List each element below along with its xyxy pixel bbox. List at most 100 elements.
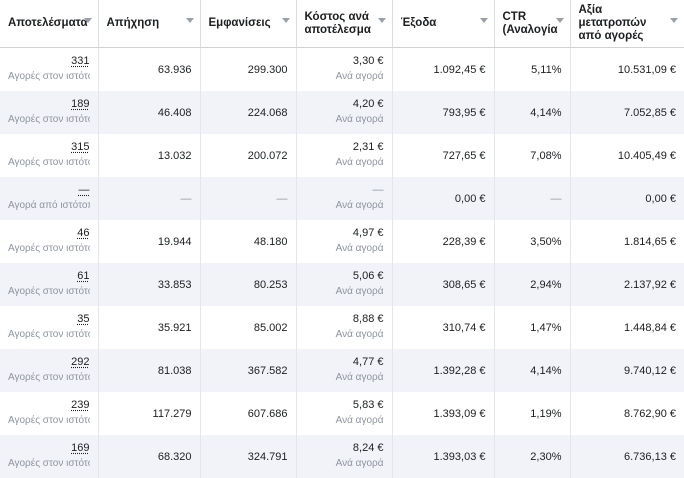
cell-impressions: 85.002 (200, 306, 296, 349)
column-header-results[interactable]: Αποτελέσματα (0, 0, 98, 48)
column-header-impressions[interactable]: Εμφανίσεις (200, 0, 296, 48)
cost-per-result-subtitle: Ανά αγορά (305, 415, 384, 426)
cell-spend: 228,39 € (392, 220, 494, 263)
results-value[interactable]: 315 (8, 141, 90, 153)
cell-purchase-value: 10.531,09 € (570, 48, 684, 92)
column-header-label: CTR (Αναλογία κλικ/... (503, 11, 562, 37)
sort-caret-icon[interactable] (84, 18, 92, 23)
cell-impressions: 607.686 (200, 392, 296, 435)
cell-ctr: 2,30% (494, 435, 570, 478)
results-subtitle: Αγορές στον ιστότοπο (8, 372, 90, 383)
results-value[interactable]: 169 (8, 442, 90, 454)
sort-caret-icon[interactable] (670, 18, 678, 23)
column-header-cost-per-result[interactable]: Κόστος ανά αποτέλεσμα (296, 0, 392, 48)
results-subtitle: Αγορές στον ιστότοπο (8, 415, 90, 426)
cell-purchase-value: 9.740,12 € (570, 349, 684, 392)
cost-per-result-subtitle: Ανά αγορά (305, 114, 384, 125)
cell-results: 35 Αγορές στον ιστότοπο (0, 306, 98, 349)
cell-ctr: — (494, 177, 570, 220)
cell-reach: 13.032 (98, 134, 200, 177)
results-value[interactable]: — (8, 184, 90, 196)
cell-purchase-value: 1.814,65 € (570, 220, 684, 263)
results-value[interactable]: 239 (8, 399, 90, 411)
results-value[interactable]: 35 (8, 313, 90, 325)
sort-caret-icon[interactable] (556, 18, 564, 23)
sort-caret-icon[interactable] (282, 18, 290, 23)
cell-spend: 793,95 € (392, 91, 494, 134)
sort-caret-icon[interactable] (480, 18, 488, 23)
cell-reach: 68.320 (98, 435, 200, 478)
cell-results: —Αγορά από ιστότοπο (0, 177, 98, 220)
results-subtitle: Αγορές στον ιστότοπο (8, 243, 90, 254)
cell-cost-per-result: 4,20 € Ανά αγορά (296, 91, 392, 134)
cell-reach: 117.279 (98, 392, 200, 435)
cell-results: 46 Αγορές στον ιστότοπο (0, 220, 98, 263)
cell-reach: 46.408 (98, 91, 200, 134)
results-subtitle: Αγορές στον ιστότοπο (8, 286, 90, 297)
cell-ctr: 4,14% (494, 91, 570, 134)
cell-purchase-value: 2.137,92 € (570, 263, 684, 306)
cell-ctr: 1,47% (494, 306, 570, 349)
cell-cost-per-result: 4,97 € Ανά αγορά (296, 220, 392, 263)
column-header-purchase-value[interactable]: Αξία μετατροπών από αγορές (570, 0, 684, 48)
cost-per-result-value: 4,20 € (305, 98, 384, 110)
cost-per-result-value: 4,97 € (305, 227, 384, 239)
cost-per-result-value: — (305, 184, 384, 196)
results-value[interactable]: 331 (8, 55, 90, 67)
column-header-reach[interactable]: Απήχηση (98, 0, 200, 48)
cost-per-result-subtitle: Ανά αγορά (305, 243, 384, 254)
results-subtitle: Αγορές στον ιστότοπο (8, 329, 90, 340)
column-header-spend[interactable]: Έξοδα (392, 0, 494, 48)
cost-per-result-subtitle: Ανά αγορά (305, 200, 384, 211)
sort-caret-icon[interactable] (378, 18, 386, 23)
cell-reach: 33.853 (98, 263, 200, 306)
cell-ctr: 5,11% (494, 48, 570, 92)
cost-per-result-subtitle: Ανά αγορά (305, 458, 384, 469)
cell-impressions: 224.068 (200, 91, 296, 134)
cell-spend: 310,74 € (392, 306, 494, 349)
cell-cost-per-result: 8,24 € Ανά αγορά (296, 435, 392, 478)
cost-per-result-value: 8,88 € (305, 313, 384, 325)
cell-spend: 1.393,09 € (392, 392, 494, 435)
results-value[interactable]: 61 (8, 270, 90, 282)
cell-cost-per-result: 2,31 €Ανά αγορά (296, 134, 392, 177)
results-subtitle: Αγορές στον ιστότοπο (8, 157, 90, 168)
cell-purchase-value: 1.448,84 € (570, 306, 684, 349)
results-value[interactable]: 189 (8, 98, 90, 110)
results-value[interactable]: 292 (8, 356, 90, 368)
cell-ctr: 7,08% (494, 134, 570, 177)
column-header-ctr[interactable]: CTR (Αναλογία κλικ/... (494, 0, 570, 48)
cost-per-result-value: 3,30 € (305, 55, 384, 67)
cost-per-result-value: 5,83 € (305, 399, 384, 411)
cell-spend: 0,00 € (392, 177, 494, 220)
results-subtitle: Αγορές στον ιστότοπο (8, 458, 90, 469)
cell-cost-per-result: 5,83 € Ανά αγορά (296, 392, 392, 435)
cell-impressions: 80.253 (200, 263, 296, 306)
cell-impressions: — (200, 177, 296, 220)
cell-cost-per-result: 3,30 €Ανά αγορά (296, 48, 392, 92)
cell-reach: 81.038 (98, 349, 200, 392)
results-value[interactable]: 46 (8, 227, 90, 239)
cost-per-result-value: 8,24 € (305, 442, 384, 454)
column-header-label: Αξία μετατροπών από αγορές (579, 4, 677, 43)
cost-per-result-subtitle: Ανά αγορά (305, 329, 384, 340)
cell-purchase-value: 0,00 € (570, 177, 684, 220)
column-header-label: Αποτελέσματα (8, 17, 90, 30)
cost-per-result-subtitle: Ανά αγορά (305, 286, 384, 297)
cell-reach: 19.944 (98, 220, 200, 263)
cost-per-result-value: 5,06 € (305, 270, 384, 282)
sort-caret-icon[interactable] (186, 18, 194, 23)
